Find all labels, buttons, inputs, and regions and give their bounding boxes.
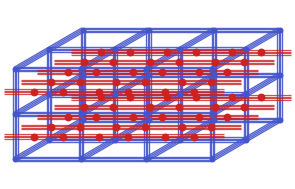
Point (77, 125, 82, 128)
Point (60, 90, 65, 93)
Point (208, 80, 213, 83)
Point (213, 106, 218, 109)
Point (126, 135, 130, 138)
Point (65, 70, 70, 74)
Point (131, 115, 135, 119)
Point (13, 113, 18, 116)
Point (144, 113, 149, 116)
Point (47, 93, 52, 96)
Point (94, 115, 99, 119)
Point (210, 68, 214, 71)
Point (230, 51, 235, 54)
Point (111, 61, 116, 64)
Point (97, 135, 102, 138)
Point (65, 115, 70, 119)
Point (242, 106, 247, 109)
Point (94, 70, 99, 74)
Point (114, 80, 119, 83)
Point (196, 70, 201, 74)
Point (176, 106, 181, 109)
Point (163, 90, 167, 93)
Point (78, 113, 83, 116)
Point (178, 93, 183, 96)
Point (81, 73, 85, 76)
Point (146, 118, 151, 121)
Point (13, 68, 18, 71)
Point (143, 125, 148, 128)
Point (208, 125, 213, 128)
Point (144, 158, 149, 161)
Point (243, 48, 248, 51)
Point (82, 106, 87, 109)
Point (144, 68, 149, 71)
Point (225, 70, 230, 74)
Point (47, 138, 52, 141)
Point (178, 48, 183, 51)
Point (148, 106, 152, 109)
Point (191, 135, 196, 138)
Point (32, 90, 36, 93)
Point (277, 73, 282, 76)
Point (225, 115, 230, 119)
Point (128, 96, 132, 99)
Point (128, 51, 132, 54)
Point (193, 51, 198, 54)
Point (146, 73, 151, 76)
Point (176, 61, 181, 64)
Point (178, 138, 183, 141)
Point (148, 61, 152, 64)
Point (99, 96, 104, 99)
Point (212, 73, 217, 76)
Point (259, 51, 263, 54)
Point (242, 61, 247, 64)
Point (146, 28, 151, 31)
Point (13, 158, 18, 161)
Point (143, 80, 148, 83)
Point (259, 96, 263, 99)
Point (243, 138, 248, 141)
Point (165, 51, 169, 54)
Point (191, 90, 196, 93)
Point (126, 90, 130, 93)
Point (47, 48, 52, 51)
Point (193, 96, 198, 99)
Point (112, 48, 117, 51)
Point (78, 68, 83, 71)
Point (77, 80, 82, 83)
Point (210, 158, 214, 161)
Point (277, 28, 282, 31)
Point (32, 135, 36, 138)
Point (99, 51, 104, 54)
Point (213, 61, 218, 64)
Point (131, 70, 135, 74)
Point (60, 135, 65, 138)
Point (212, 28, 217, 31)
Point (81, 28, 85, 31)
Point (160, 70, 164, 74)
Point (243, 93, 248, 96)
Point (114, 125, 119, 128)
Point (163, 135, 167, 138)
Point (160, 115, 164, 119)
Point (112, 93, 117, 96)
Point (165, 96, 169, 99)
Point (111, 106, 116, 109)
Point (212, 118, 217, 121)
Point (97, 90, 102, 93)
Point (196, 115, 201, 119)
Point (78, 158, 83, 161)
Point (48, 80, 53, 83)
Point (81, 118, 85, 121)
Point (277, 118, 282, 121)
Point (179, 80, 184, 83)
Point (112, 138, 117, 141)
Point (48, 125, 53, 128)
Point (210, 113, 214, 116)
Point (179, 125, 184, 128)
Point (82, 61, 87, 64)
Point (230, 96, 235, 99)
